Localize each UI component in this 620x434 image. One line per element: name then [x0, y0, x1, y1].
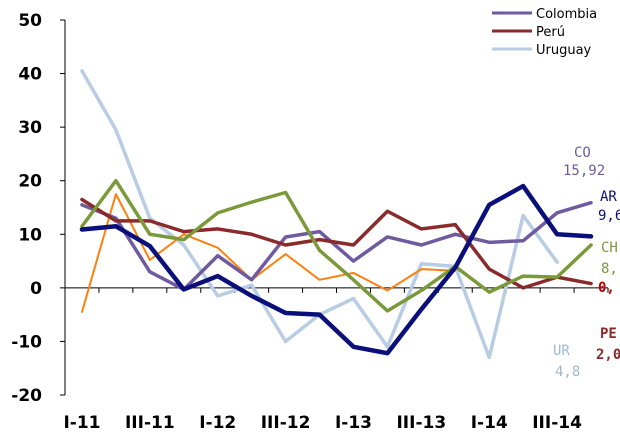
series-line-orange [80, 193, 457, 313]
x-tick-label: I-14 [471, 413, 508, 433]
end-label-value-peru: 0, [598, 280, 615, 296]
x-tick-label: I-12 [199, 413, 236, 433]
y-tick-label: 50 [18, 11, 42, 31]
legend-label-uruguay: Uruguay [536, 43, 592, 58]
x-tick-label: III-14 [532, 413, 582, 433]
end-label-value-colombia: 15,92 [563, 163, 605, 179]
legend-label-colombia: Colombia [536, 7, 597, 22]
y-tick-label: 10 [18, 225, 42, 245]
end-label-code-chile: CH [601, 240, 618, 256]
series-line-argentina [79, 183, 594, 356]
end-label-value-uruguay: 4,8 [555, 364, 580, 380]
y-tick-label: 40 [18, 65, 42, 85]
series-line-peru [80, 197, 593, 290]
x-tick-label: III-11 [125, 413, 175, 433]
x-tick-label: III-12 [261, 413, 311, 433]
series-line-colombia [80, 200, 593, 292]
series-layer [79, 69, 594, 360]
series-line-chile [80, 178, 593, 313]
x-tick-label: I-11 [63, 413, 100, 433]
end-label-code-peru: PE [600, 326, 617, 342]
legend: Colombia Perú Uruguay [492, 7, 597, 58]
end-label-code-colombia: CO [574, 145, 591, 161]
x-tick-label: III-13 [396, 413, 446, 433]
end-label-value-argentina: 9,6 [598, 208, 620, 224]
y-tick-label: 20 [18, 172, 42, 192]
x-tick-label: I-13 [335, 413, 372, 433]
y-tick-label: 30 [18, 118, 42, 138]
y-tick-label: 0 [30, 279, 42, 299]
end-label-code-argentina: AR [600, 189, 617, 205]
legend-label-peru: Perú [536, 25, 565, 40]
end-label-value-peru: 2,0 [596, 347, 620, 363]
axes: 50 40 30 20 10 0 -10 -20 I-11 III-11 I-12 III-12 I-1… [11, 11, 609, 433]
end-labels: CO 15,92 AR 9,6 CH 8, 0, PE 2,0 UR 4,8 [553, 145, 620, 380]
y-tick-label: -20 [11, 386, 42, 406]
end-label-code-uruguay: UR [553, 343, 570, 359]
y-tick-label: -10 [11, 332, 42, 352]
end-label-value-chile: 8, [601, 261, 618, 277]
